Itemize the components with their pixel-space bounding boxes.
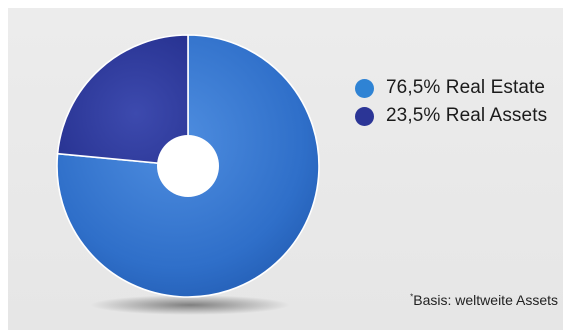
donut-hole — [157, 135, 219, 197]
footnote-marker: * — [410, 292, 414, 302]
slice-real-assets — [56, 34, 189, 167]
footnote: *Basis: weltweite Assets — [410, 292, 558, 308]
chart-shadow — [90, 295, 290, 315]
legend-label-real-assets: 23,5% Real Assets — [386, 105, 548, 126]
legend-dot-real-estate — [355, 78, 374, 98]
legend-item-real-assets: 23,5% Real Assets — [355, 102, 547, 130]
legend-dot-real-assets — [355, 106, 374, 126]
legend-label-real-estate: 76,5% Real Estate — [386, 77, 546, 98]
chart-legend: 76,5% Real Estate 23,5% Real Assets — [355, 74, 547, 130]
legend-item-real-estate: 76,5% Real Estate — [355, 74, 547, 102]
footnote-text: Basis: weltweite Assets — [413, 292, 558, 308]
